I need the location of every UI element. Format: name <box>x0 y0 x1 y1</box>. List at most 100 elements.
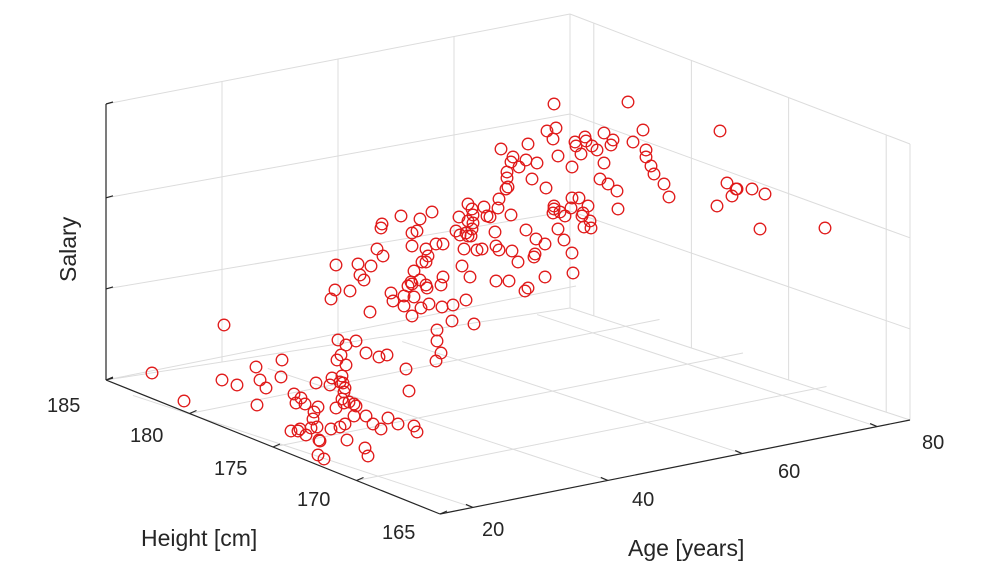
data-point-197 <box>405 226 419 240</box>
data-point-174 <box>610 184 624 198</box>
data-point-97 <box>494 142 508 156</box>
data-point-121 <box>662 190 676 204</box>
data-point-218 <box>407 290 421 304</box>
data-point-216 <box>405 309 419 323</box>
y-axis-label: Height [cm] <box>141 525 257 551</box>
age-tick-0 <box>465 503 474 508</box>
data-point-14 <box>306 412 320 426</box>
data-point-135 <box>572 191 586 205</box>
data-point-86 <box>461 229 475 243</box>
data-point-82 <box>419 242 433 256</box>
floor-grid-h-3 <box>356 386 827 481</box>
data-point-94 <box>491 201 505 215</box>
data-point-181 <box>584 221 598 235</box>
data-point-114 <box>621 95 635 109</box>
data-point-124 <box>720 176 734 190</box>
data-point-108 <box>574 147 588 161</box>
data-point-101 <box>525 172 539 186</box>
data-point-143 <box>505 244 519 258</box>
salary-tick-3 <box>105 101 114 105</box>
age-axis-line <box>439 419 911 515</box>
data-point-144 <box>489 239 503 253</box>
data-point-53 <box>391 417 405 431</box>
salary-grid-left-1 <box>105 113 571 199</box>
data-point-99 <box>519 153 533 167</box>
y-tick-label-185: 185 <box>47 395 80 417</box>
floor-back-right <box>569 307 911 421</box>
salary-tick-2 <box>105 195 114 199</box>
data-point-204 <box>364 259 378 273</box>
data-point-117 <box>639 150 653 164</box>
data-point-64 <box>399 362 413 376</box>
data-point-211 <box>343 284 357 298</box>
data-point-172 <box>579 134 593 148</box>
data-point-195 <box>413 212 427 226</box>
data-point-186 <box>538 270 552 284</box>
x-tick-label-40: 40 <box>632 489 654 511</box>
data-point-140 <box>529 232 543 246</box>
data-point-15 <box>274 370 288 384</box>
data-point-177 <box>593 172 607 186</box>
data-point-192 <box>457 242 471 256</box>
data-point-63 <box>325 371 339 385</box>
data-point-176 <box>611 202 625 216</box>
age-tick-2 <box>734 450 743 455</box>
data-point-105 <box>546 132 560 146</box>
data-point-123 <box>710 199 724 213</box>
data-point-188 <box>518 284 532 298</box>
data-point-56 <box>380 348 394 362</box>
data-point-169 <box>539 181 553 195</box>
data-point-183 <box>557 233 571 247</box>
data-point-88 <box>455 259 469 273</box>
age-tick-1 <box>600 476 609 481</box>
data-point-141 <box>538 237 552 251</box>
data-point-20 <box>299 428 313 442</box>
data-point-111 <box>597 126 611 140</box>
data-point-184 <box>565 246 579 260</box>
data-point-17 <box>253 373 267 387</box>
salary-grid-right-0 <box>569 210 911 330</box>
floor-grid-a-3 <box>536 314 878 428</box>
data-point-155 <box>480 209 494 223</box>
data-point-76 <box>422 297 436 311</box>
data-point-12 <box>298 397 312 411</box>
data-point-84 <box>449 224 463 238</box>
data-point-33 <box>304 421 318 435</box>
data-point-23 <box>313 434 327 448</box>
data-point-205 <box>351 257 365 271</box>
data-point-54 <box>381 411 395 425</box>
data-point-191 <box>452 210 466 224</box>
data-point-158 <box>501 180 515 194</box>
data-point-160 <box>504 208 518 222</box>
data-point-11 <box>309 376 323 390</box>
floor-grid-h-0 <box>105 285 577 381</box>
data-point-18 <box>284 424 298 438</box>
data-point-120 <box>657 177 671 191</box>
floor-grid-a-1 <box>267 367 608 481</box>
data-point-207 <box>328 283 342 297</box>
data-point-133 <box>565 191 579 205</box>
data-point-31 <box>340 433 354 447</box>
data-point-139 <box>519 223 533 237</box>
data-point-0 <box>217 318 231 332</box>
data-point-6 <box>275 353 289 367</box>
height-tick-1 <box>189 409 197 415</box>
data-point-225 <box>420 281 434 295</box>
data-point-81 <box>421 249 435 263</box>
data-point-55 <box>402 384 416 398</box>
data-point-75 <box>435 300 449 314</box>
floor-grid-h-2 <box>272 352 744 448</box>
data-point-222 <box>419 255 433 269</box>
data-point-182 <box>577 220 591 234</box>
data-point-122 <box>713 124 727 138</box>
height-tick-4 <box>439 510 448 515</box>
data-point-210 <box>357 273 371 287</box>
data-point-198 <box>405 239 419 253</box>
data-point-52 <box>407 419 421 433</box>
data-point-74 <box>459 293 473 307</box>
data-point-168 <box>565 160 579 174</box>
y-tick-label-175: 175 <box>214 458 247 480</box>
data-point-83 <box>429 237 443 251</box>
age-tick-3 <box>869 423 878 428</box>
data-point-223 <box>436 270 450 284</box>
